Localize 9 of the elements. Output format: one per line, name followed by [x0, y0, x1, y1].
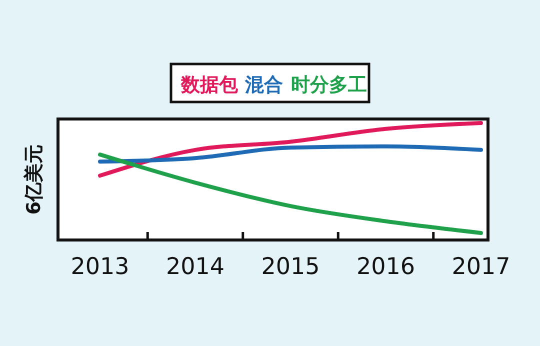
- x-tick-label: 2014: [166, 254, 225, 280]
- text: 数据包: [180, 74, 239, 96]
- y-axis-title: 6亿美元: [23, 144, 45, 215]
- x-tick-label: 2015: [261, 254, 320, 280]
- x-tick-label: 2013: [70, 254, 130, 280]
- text: 混合: [244, 74, 283, 96]
- x-tick-label: 2016: [356, 254, 416, 280]
- x-tick-label: 2017: [452, 254, 510, 280]
- text: 时分多工: [291, 74, 367, 96]
